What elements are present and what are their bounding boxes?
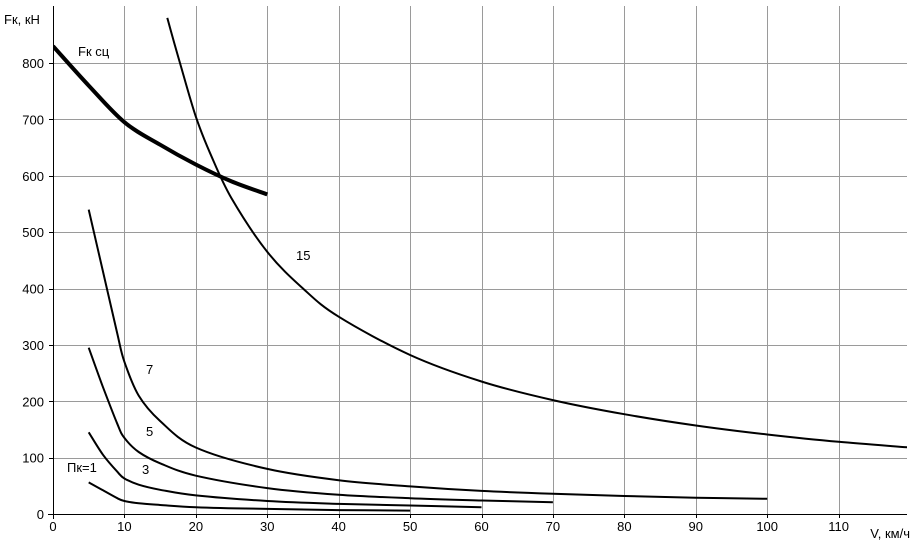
x-tick-label-20: 20 bbox=[189, 519, 203, 534]
series-line-0 bbox=[53, 44, 268, 197]
series-line-3 bbox=[87, 347, 553, 504]
y-tick-label-500: 500 bbox=[22, 225, 44, 240]
series-label-0: Fк сц bbox=[78, 44, 110, 59]
series-line-4 bbox=[87, 431, 482, 509]
x-tick-label-10: 10 bbox=[117, 519, 131, 534]
x-tick-label-90: 90 bbox=[689, 519, 703, 534]
series-line-5 bbox=[88, 481, 411, 512]
y-tick-label-600: 600 bbox=[22, 169, 44, 184]
y-axis-label: Fк, кН bbox=[4, 12, 40, 27]
y-tick-label-700: 700 bbox=[22, 112, 44, 127]
labels: Fк, кН V, км/ч Fк сц 15 7 5 3 Пк=1 bbox=[4, 12, 910, 541]
x-tick-label-30: 30 bbox=[260, 519, 274, 534]
x-tick-label-0: 0 bbox=[49, 519, 56, 534]
y-tick-label-0: 0 bbox=[37, 507, 44, 522]
series-line-1 bbox=[166, 17, 907, 449]
series-line-2 bbox=[87, 209, 768, 500]
grid bbox=[53, 6, 907, 514]
series-label-2: 7 bbox=[146, 362, 153, 377]
series-label-5: Пк=1 bbox=[67, 460, 97, 475]
x-tick-label-70: 70 bbox=[546, 519, 560, 534]
y-tick-label-800: 800 bbox=[22, 56, 44, 71]
x-tick-label-80: 80 bbox=[617, 519, 631, 534]
y-tick-label-300: 300 bbox=[22, 338, 44, 353]
axes: 0 10 20 30 40 50 60 70 80 90 100 110 0 100 200 300 400 50… bbox=[22, 6, 907, 534]
series-label-1: 15 bbox=[296, 248, 310, 263]
y-tick-label-200: 200 bbox=[22, 394, 44, 409]
x-tick-label-50: 50 bbox=[403, 519, 417, 534]
x-tick-label-110: 110 bbox=[828, 519, 849, 534]
x-tick-label-60: 60 bbox=[474, 519, 488, 534]
series-lines bbox=[53, 17, 907, 512]
x-tick-label-40: 40 bbox=[331, 519, 345, 534]
y-tick-label-100: 100 bbox=[22, 451, 44, 466]
series-label-4: 3 bbox=[142, 462, 149, 477]
series-label-3: 5 bbox=[146, 424, 153, 439]
y-tick-label-400: 400 bbox=[22, 282, 44, 297]
x-tick-label-100: 100 bbox=[756, 519, 778, 534]
x-axis-label: V, км/ч bbox=[870, 526, 910, 541]
